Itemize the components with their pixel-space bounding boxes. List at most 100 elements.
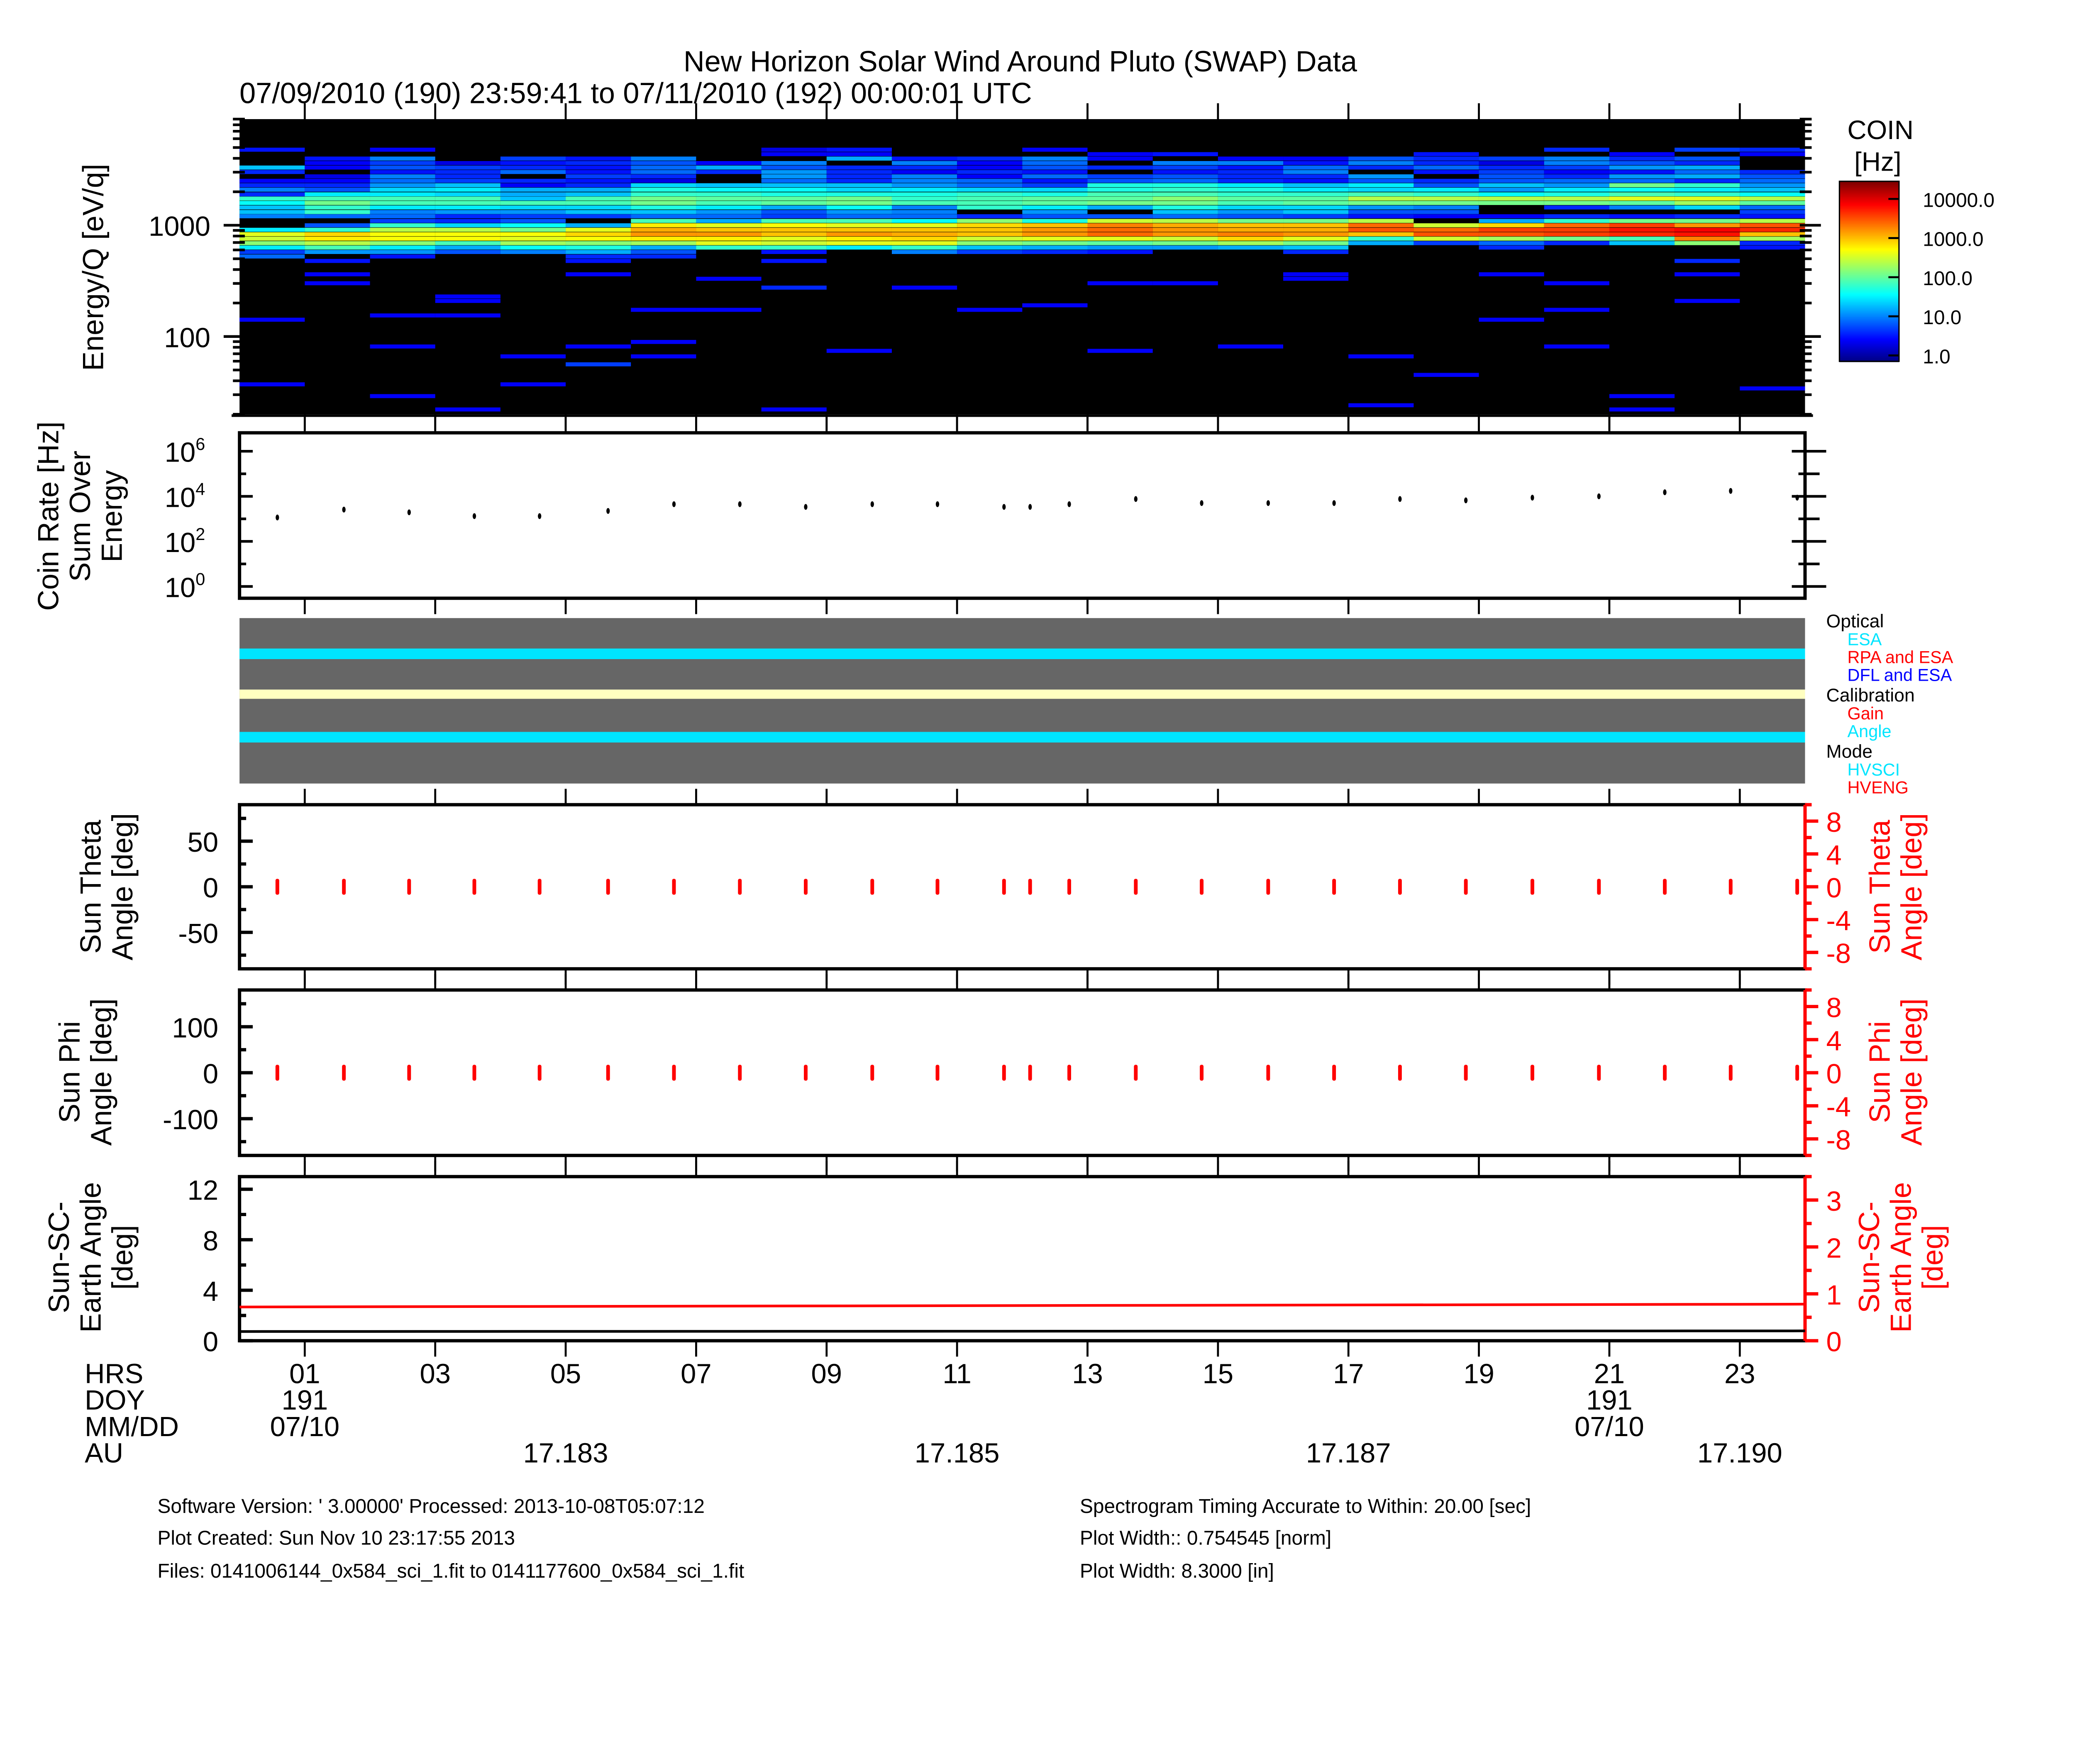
spectrogram-cell	[1022, 250, 1088, 254]
spectrogram-cell	[1609, 152, 1675, 156]
colorbar-strip	[1839, 198, 1899, 200]
colorbar-strip	[1839, 309, 1899, 311]
spectrogram-cell	[1413, 165, 1479, 170]
spectrogram-cell	[370, 183, 435, 188]
spectrogram-cell	[957, 196, 1023, 201]
spectrogram-cell	[761, 210, 827, 214]
spectrogram-cell	[957, 219, 1023, 223]
spectrogram-cell	[1479, 227, 1544, 232]
coin-rate-axis-label: Energy	[95, 470, 128, 562]
sun-theta-point	[935, 879, 940, 895]
sun-phi-point	[1795, 1065, 1799, 1081]
spectrogram-cell	[1675, 214, 1740, 218]
spectrogram-cell	[761, 407, 827, 412]
spectrogram-cell	[761, 201, 827, 205]
spectrogram-cell	[1740, 205, 1805, 210]
colorbar-strip	[1839, 266, 1899, 269]
spectrogram-cell	[631, 223, 696, 227]
x-axis-row-label: DOY	[85, 1385, 145, 1416]
spectrogram-cell	[239, 245, 305, 250]
sun-phi-point	[275, 1065, 279, 1081]
doy-label: 191	[1586, 1385, 1633, 1416]
spectrogram-cell	[1479, 161, 1544, 165]
spectrogram-cell	[1022, 237, 1088, 241]
spectrogram-cell	[1413, 232, 1479, 237]
spectrogram-cell	[631, 227, 696, 232]
spectrogram-cell	[1022, 223, 1088, 227]
footer-software-version: Software Version: ' 3.00000' Processed: …	[157, 1495, 704, 1517]
spectrogram-cell	[1218, 210, 1284, 214]
sun-theta-point	[1134, 879, 1138, 895]
spectrogram-cell	[631, 210, 696, 214]
sun-phi-point	[537, 1065, 542, 1081]
spectrogram-cell	[239, 227, 305, 232]
spectrogram-cell	[566, 259, 631, 263]
spectrogram-cell	[696, 201, 762, 205]
spectrogram-cell	[1152, 152, 1218, 156]
colorbar-strip	[1839, 268, 1899, 271]
coin-rate-point	[472, 513, 476, 519]
spectrogram-cell	[370, 161, 435, 165]
sun-phi-point	[672, 1065, 676, 1081]
spectrogram-cell	[631, 161, 696, 165]
spectrogram-cell	[1609, 156, 1675, 161]
spectrogram-cell	[1283, 174, 1349, 178]
spectrogram-cell	[761, 192, 827, 197]
sun-theta-right-tick-label: 0	[1826, 872, 1842, 904]
spectrogram-cell	[1544, 201, 1609, 205]
mmdd-label: 07/10	[270, 1411, 340, 1442]
spectrogram-cell	[826, 201, 892, 205]
spectrogram-cell	[1740, 183, 1805, 188]
colorbar-strip	[1839, 344, 1899, 347]
sun-phi-point	[1266, 1065, 1270, 1081]
spectrogram-cell	[1609, 165, 1675, 170]
spectrogram-cell	[1348, 188, 1414, 192]
colorbar-tick-label: 10.0	[1923, 307, 1961, 329]
spectrogram-cell	[631, 237, 696, 241]
spectrogram-cell	[1413, 241, 1479, 245]
hour-tick-label: 11	[942, 1358, 972, 1389]
colorbar-strip	[1839, 217, 1899, 220]
spectrogram-cell	[1675, 165, 1740, 170]
spectrogram-cell	[696, 245, 762, 250]
colorbar-strip	[1839, 254, 1899, 257]
spectrogram-cell	[435, 299, 500, 303]
spectrogram-cell	[1283, 227, 1349, 232]
spectrogram-cell	[631, 241, 696, 245]
spectrogram-cell	[1413, 210, 1479, 214]
spectrogram-cell	[500, 188, 566, 192]
spectrogram-cell	[1544, 165, 1609, 170]
spectrogram-cell	[566, 188, 631, 192]
spectrogram-cell	[566, 232, 631, 237]
sun-theta-right-axis-label: Sun Theta	[1863, 819, 1896, 953]
spectrogram-cell	[1609, 178, 1675, 183]
spectrogram-cell	[239, 201, 305, 205]
spectrogram-cell	[370, 170, 435, 174]
spectrogram-cell	[566, 237, 631, 241]
spectrogram-cell	[305, 174, 370, 178]
sun-phi-right-tick-label: 8	[1826, 992, 1842, 1024]
spectrogram-cell	[370, 245, 435, 250]
spectrogram-cell	[435, 223, 500, 227]
colorbar-strip	[1839, 291, 1899, 293]
spectrogram-cell	[826, 152, 892, 156]
spectrogram-cell	[826, 241, 892, 245]
colorbar-strip	[1839, 277, 1899, 280]
spectrogram-cell	[1218, 245, 1284, 250]
spectrogram-cell	[305, 161, 370, 165]
spectrogram-cell	[696, 165, 762, 170]
spectrogram-cell	[1087, 214, 1153, 218]
spectrogram-cell	[1544, 344, 1609, 349]
spectrogram-cell	[370, 156, 435, 161]
spectrogram-cell	[566, 227, 631, 232]
sun-sc-earth-tick-label: 0	[203, 1327, 218, 1358]
coin-rate-point	[1531, 495, 1534, 501]
spectrogram-cell	[435, 183, 500, 188]
spectrogram-cell	[1152, 237, 1218, 241]
spectrogram-cell	[957, 237, 1023, 241]
colorbar-strip	[1839, 239, 1899, 242]
spectrogram-cell	[1413, 170, 1479, 174]
spectrogram-cell	[1022, 192, 1088, 197]
spectrogram-cell	[1479, 223, 1544, 227]
colorbar-strip	[1839, 190, 1899, 193]
